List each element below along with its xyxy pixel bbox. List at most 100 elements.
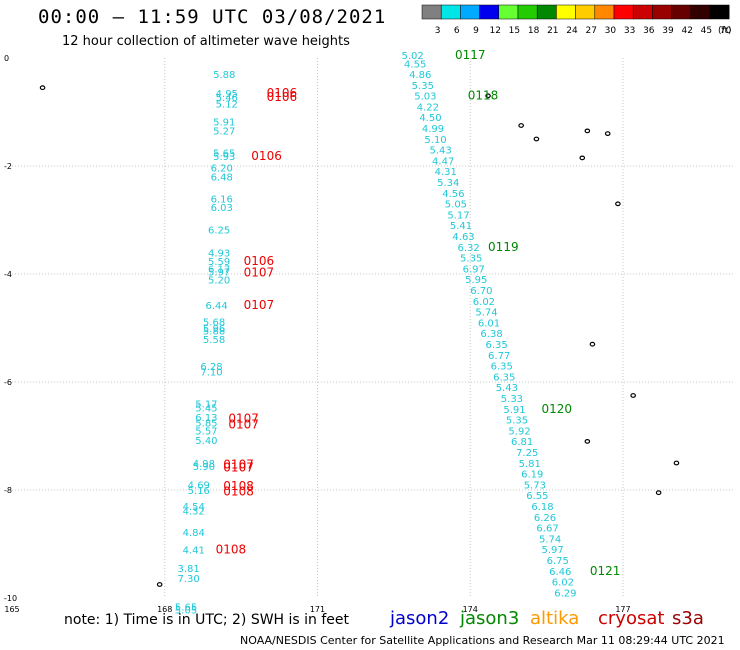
swh-value-label: 4.31 xyxy=(435,167,457,178)
swh-value-label: 4.41 xyxy=(183,546,205,557)
time-label: 0107 xyxy=(244,298,275,312)
lon-tick-label: 174 xyxy=(463,605,478,614)
lon-tick-label: 177 xyxy=(615,605,630,614)
time-label: 0121 xyxy=(590,564,621,578)
time-label: 0107 xyxy=(228,412,259,426)
island-outline xyxy=(579,155,586,161)
swh-value-label: 5.43 xyxy=(430,146,452,157)
legend-tick-label: 12 xyxy=(489,26,500,36)
swh-value-label: 5.73 xyxy=(524,480,546,491)
swh-value-label: 6.19 xyxy=(521,470,543,481)
lat-tick-label: 0 xyxy=(4,54,9,63)
swh-value-label: 5.65 xyxy=(213,148,235,159)
time-label: 0107 xyxy=(228,417,259,431)
island-outline xyxy=(615,201,621,207)
legend-tick-label: 39 xyxy=(662,26,674,36)
swh-value-label: 5.27 xyxy=(213,127,235,138)
swh-value-label: 5.41 xyxy=(450,221,472,232)
legend-tick-label: 15 xyxy=(509,26,520,36)
legend-unit-label: (ft) xyxy=(718,26,732,36)
island-outline xyxy=(156,582,163,587)
time-label: 0106 xyxy=(267,86,298,100)
legend-tick-label: 24 xyxy=(566,26,578,36)
island-outline xyxy=(589,341,596,347)
legend-tick-label: 30 xyxy=(605,26,617,36)
swh-value-label: 6.35 xyxy=(491,362,513,373)
island-outline xyxy=(584,439,591,444)
swh-value-label: 6.32 xyxy=(458,243,480,254)
lat-tick-label: -6 xyxy=(4,378,12,387)
swh-value-label: 6.25 xyxy=(208,226,230,237)
swh-value-label: 5.59 xyxy=(208,257,230,268)
lon-tick-label: 165 xyxy=(4,605,19,614)
swh-value-label: 4.32 xyxy=(183,506,205,517)
swh-value-label: 6.38 xyxy=(480,329,502,340)
time-label: 0117 xyxy=(455,48,486,62)
track-east: 5.024.554.865.355.034.224.504.995.105.43… xyxy=(402,48,621,599)
swh-value-label: 6.02 xyxy=(473,297,495,308)
swh-value-label: 6.44 xyxy=(205,301,227,312)
swh-value-label: 5.85 xyxy=(195,418,217,429)
time-label: 0108 xyxy=(223,479,254,493)
legend-tick-label: 9 xyxy=(473,26,479,36)
swh-value-label: 6.70 xyxy=(470,286,492,297)
swh-value-label: 5.65 xyxy=(175,602,197,613)
lat-tick-label: -2 xyxy=(4,162,12,171)
satellite-label-jason2: jason2 xyxy=(390,608,450,629)
legend-tick-label: 3 xyxy=(435,26,441,36)
legend-tick-label: 33 xyxy=(624,26,635,36)
lat-tick-label: -8 xyxy=(4,486,12,495)
swh-value-label: 5.95 xyxy=(465,275,487,286)
swh-value-label: 6.20 xyxy=(211,163,233,174)
legend-tick-label: 18 xyxy=(528,26,540,36)
swh-value-label: 6.03 xyxy=(211,203,233,214)
note-text: note: 1) Time is in UTC; 2) SWH is in fe… xyxy=(64,612,350,628)
swh-value-label: 5.88 xyxy=(213,70,235,81)
swh-value-label: 6.97 xyxy=(463,264,485,275)
legend-tick-label: 45 xyxy=(701,26,712,36)
swh-value-label: 6.77 xyxy=(488,351,510,362)
legend-tick-label: 42 xyxy=(681,26,692,36)
swh-value-label: 5.96 xyxy=(203,324,225,335)
swh-value-label: 5.58 xyxy=(203,335,225,346)
time-label: 0118 xyxy=(468,89,499,103)
swh-value-label: 5.45 xyxy=(195,404,217,415)
swh-value-label: 6.26 xyxy=(534,513,556,524)
swh-value-label: 6.67 xyxy=(536,524,558,535)
swh-value-label: 5.97 xyxy=(208,268,230,279)
swh-value-label: 6.29 xyxy=(554,588,576,599)
swh-value-label: 5.03 xyxy=(414,92,436,103)
swh-value-label: 4.22 xyxy=(417,102,439,113)
swh-value-label: 5.91 xyxy=(503,405,525,416)
swh-value-label: 5.81 xyxy=(519,459,541,470)
swh-value-label: 6.46 xyxy=(549,567,571,578)
swh-value-label: 4.69 xyxy=(188,480,210,491)
color-scale-legend: 3 6 9 12 15 18 21 24 27 30 33 36 39 42 45 70(ft) xyxy=(421,4,732,36)
island-outline xyxy=(533,136,540,142)
swh-value-label: 4.99 xyxy=(422,124,444,135)
legend-tick-label: 27 xyxy=(585,26,596,36)
swh-value-label: 6.35 xyxy=(493,372,515,383)
swh-value-label: 5.68 xyxy=(203,317,225,328)
swh-value-label: 5.35 xyxy=(506,416,528,427)
swh-value-label: 4.50 xyxy=(419,113,441,124)
swh-value-label: 5.46 xyxy=(216,93,238,104)
time-label: 0108 xyxy=(223,484,254,498)
swh-value-label: 5.33 xyxy=(501,394,523,405)
swh-value-label: 5.93 xyxy=(213,152,235,163)
time-label: 0107 xyxy=(223,461,254,475)
swh-value-label: 7.25 xyxy=(516,448,538,459)
swh-value-label: 3.81 xyxy=(177,564,199,575)
swh-value-label: 5.02 xyxy=(402,51,424,62)
legend-tick-label: 6 xyxy=(454,26,460,36)
time-label: 0107 xyxy=(223,457,254,471)
swh-value-label: 5.17 xyxy=(447,210,469,221)
swh-value-label: 5.40 xyxy=(195,436,217,447)
legend-swatch xyxy=(709,4,730,20)
swh-value-label: 6.75 xyxy=(547,556,569,567)
swh-value-label: 6.81 xyxy=(511,437,533,448)
swh-value-label: 4.95 xyxy=(216,89,238,100)
time-label: 0106 xyxy=(244,254,275,268)
